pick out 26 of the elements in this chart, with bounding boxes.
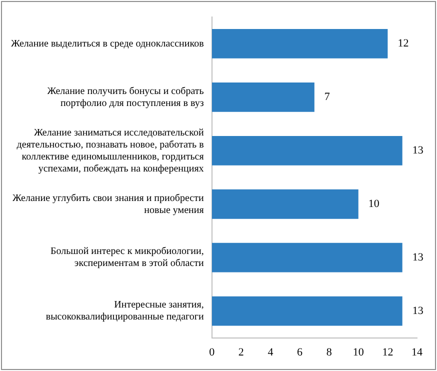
bar: [212, 136, 402, 166]
x-tick-label: 6: [297, 346, 304, 358]
x-tick-label: 14: [412, 346, 423, 358]
x-tick-label: 12: [382, 346, 394, 358]
y-tick-label: Желание получить бонусы и собрать портфолио для поступления в вуз: [47, 86, 204, 109]
bar: [212, 242, 402, 272]
bar: [212, 29, 388, 58]
data-label: 13: [412, 251, 424, 264]
x-tick-label: 0: [209, 346, 216, 358]
x-tick-label: 4: [268, 346, 274, 358]
data-label: 13: [412, 304, 424, 317]
bar: [212, 296, 402, 326]
bar: [212, 82, 314, 112]
y-tick-label: Большой интерес к микробиологии, экспериментам в этой области: [50, 246, 204, 270]
data-label: 10: [368, 198, 380, 210]
data-label: 7: [324, 91, 330, 104]
bar: [212, 189, 358, 219]
data-label: 13: [412, 144, 424, 157]
x-tick-label: 8: [326, 346, 332, 358]
y-tick-label: Желание заниматься исследовательской деятельностью, познавать новое, работать в коллективе единомышленников, гордиться успехами, побеждать на конференциях: [16, 127, 204, 174]
y-tick-label: Интересные занятия, высококвалифицированные педагоги: [46, 300, 204, 323]
y-tick-label: Желание выделиться в среде одноклассников: [10, 38, 204, 50]
x-tick-label: 2: [238, 346, 244, 358]
x-tick-label: 10: [352, 346, 364, 358]
data-label: 12: [398, 38, 409, 50]
y-tick-label: Желание углубить свои знания и приобрести новые умения: [12, 192, 204, 216]
